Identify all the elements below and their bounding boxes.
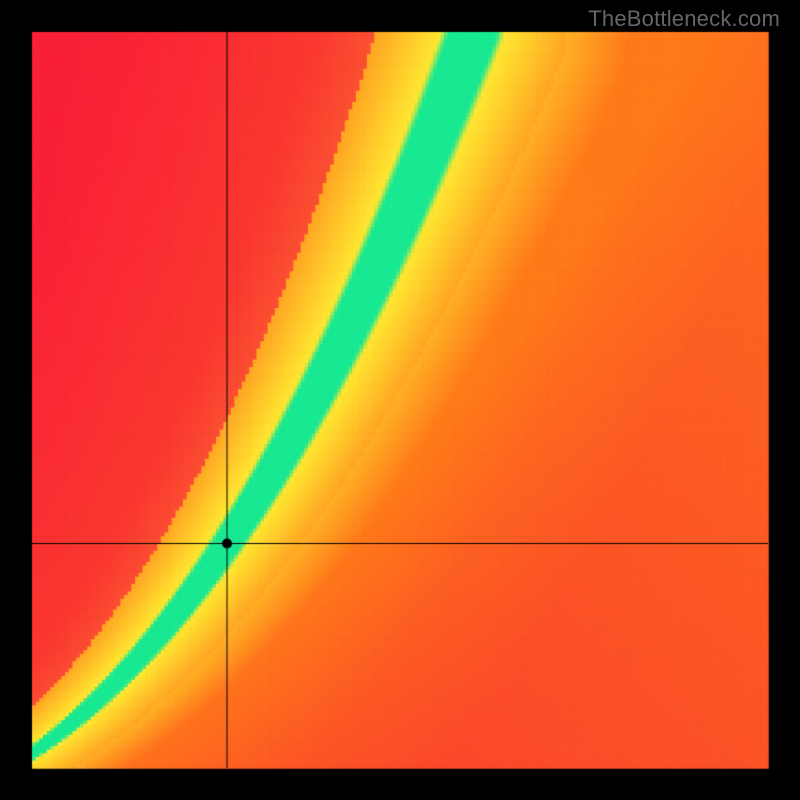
bottleneck-heatmap-canvas bbox=[0, 0, 800, 800]
watermark-text: TheBottleneck.com bbox=[588, 6, 780, 32]
chart-container: TheBottleneck.com bbox=[0, 0, 800, 800]
